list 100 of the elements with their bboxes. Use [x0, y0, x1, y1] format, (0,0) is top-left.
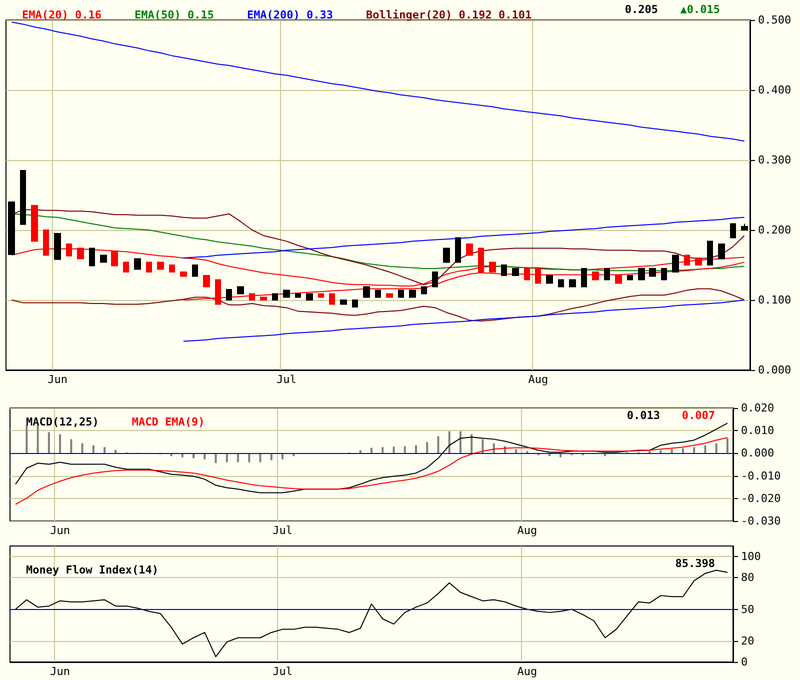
- bar: [426, 442, 428, 454]
- bar: [26, 425, 28, 454]
- bar: [392, 446, 395, 454]
- y-tick-label: -0.010: [741, 469, 781, 482]
- candlestick: [546, 275, 553, 284]
- bar: [715, 443, 718, 454]
- candlestick: [718, 244, 725, 260]
- y-tick-label: -0.020: [741, 492, 781, 505]
- x-tick-label: Jul: [272, 524, 292, 537]
- candlestick: [730, 223, 736, 238]
- x-tick-label: Aug: [528, 373, 548, 386]
- line-series: [15, 437, 728, 505]
- candlestick: [695, 258, 702, 266]
- candlestick: [592, 272, 599, 280]
- candlestick: [363, 286, 370, 298]
- candlestick: [306, 293, 313, 300]
- y-tick-label: 80: [741, 571, 754, 584]
- annotation: 0.007: [682, 409, 716, 422]
- y-tick-label: 0.200: [758, 224, 792, 236]
- text: 0.205: [624, 3, 658, 16]
- candlestick: [524, 268, 530, 280]
- bar: [370, 448, 372, 454]
- bar: [437, 436, 440, 454]
- candlestick: [421, 286, 427, 294]
- line-series: [182, 300, 745, 342]
- candlestick: [638, 268, 645, 280]
- x-tick-label: Jul: [272, 665, 292, 678]
- y-tick-label: 0.010: [741, 424, 774, 438]
- y-tick-label: 20: [741, 634, 754, 648]
- candlestick: [31, 205, 38, 242]
- bar: [48, 432, 50, 454]
- text: EMA(50) 0.15: [134, 8, 214, 22]
- text: EMA(200) 0.33: [246, 8, 334, 22]
- candlestick: [398, 290, 404, 298]
- x-tick-label: Aug: [517, 524, 538, 537]
- y-tick-label: 0.500: [758, 14, 792, 26]
- candlestick: [466, 244, 473, 256]
- candlestick: [100, 254, 107, 263]
- candlestick: [272, 293, 278, 300]
- candlestick: [375, 290, 381, 298]
- x-tick-label: Jun: [48, 373, 68, 386]
- bar: [448, 431, 450, 454]
- bar: [470, 434, 473, 454]
- candlestick: [203, 275, 210, 288]
- bar: [404, 446, 406, 454]
- y-tick-label: 0.100: [758, 294, 792, 306]
- text: Bollinger(20) 0.192 0.101: [366, 8, 532, 22]
- candlestick: [54, 233, 61, 260]
- candlestick: [134, 258, 141, 270]
- candlestick: [123, 262, 129, 272]
- bar: [693, 447, 696, 454]
- x-tick-label: Jul: [276, 373, 296, 386]
- y-tick-label: -0.030: [741, 514, 781, 528]
- candlestick: [386, 293, 393, 298]
- bar: [382, 447, 384, 454]
- candlestick: [146, 262, 152, 272]
- line-series: [11, 288, 745, 322]
- candlestick: [707, 240, 713, 266]
- candlestick: [340, 300, 347, 305]
- candlestick: [169, 264, 175, 272]
- bar: [70, 439, 72, 454]
- line-series: [182, 216, 745, 258]
- candlestick: [283, 290, 290, 298]
- candlestick: [409, 290, 416, 298]
- candlestick: [512, 268, 519, 276]
- candlestick: [237, 286, 244, 294]
- bar: [704, 445, 706, 454]
- candlestick: [581, 268, 587, 288]
- candlestick: [535, 268, 541, 284]
- candlestick: [455, 237, 461, 263]
- bar: [414, 445, 417, 454]
- y-tick-label: 0.000: [741, 446, 774, 460]
- candlestick: [20, 170, 26, 225]
- y-tick-label: 50: [741, 602, 754, 616]
- candlestick: [8, 202, 15, 255]
- y-tick-label: 100: [741, 550, 761, 564]
- candlestick: [649, 268, 656, 277]
- bar: [482, 439, 484, 454]
- bar: [726, 438, 728, 454]
- x-tick-label: Jun: [50, 665, 70, 678]
- line-series: [11, 22, 745, 142]
- candlestick: [89, 248, 95, 266]
- candlestick: [352, 300, 358, 308]
- y-tick-label: 0.000: [758, 364, 792, 376]
- text: MACD(12,25): [26, 416, 99, 428]
- text: MACD EMA(9): [132, 416, 205, 428]
- bar: [81, 443, 84, 454]
- text: Money Flow Index(14): [26, 564, 158, 576]
- y-tick-label: 0: [741, 656, 748, 668]
- bar: [670, 449, 673, 454]
- candlestick: [558, 279, 564, 288]
- x-tick-label: Jun: [50, 524, 70, 537]
- bar: [92, 445, 94, 454]
- candlestick: [192, 264, 198, 277]
- candlestick: [501, 264, 507, 276]
- candlestick: [432, 272, 438, 288]
- bar: [104, 447, 106, 454]
- annotation: 85.398: [675, 557, 716, 570]
- x-tick-label: Aug: [517, 665, 538, 678]
- candlestick: [741, 223, 748, 230]
